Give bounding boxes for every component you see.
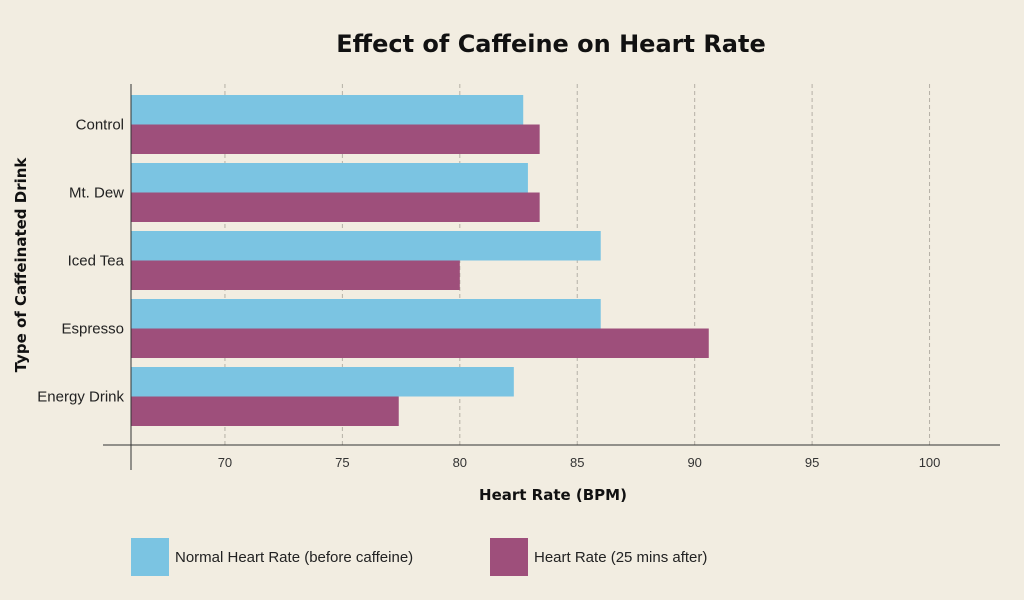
- legend-swatch: [490, 538, 528, 576]
- bar-after: [131, 260, 460, 290]
- bars: [131, 95, 709, 426]
- x-tick-label: 90: [687, 455, 701, 470]
- category-label: Energy Drink: [37, 389, 124, 406]
- x-tick-label: 85: [570, 455, 584, 470]
- bar-before: [131, 367, 514, 397]
- bar-before: [131, 299, 601, 329]
- chart-title: Effect of Caffeine on Heart Rate: [336, 30, 766, 58]
- x-tick-label: 70: [218, 455, 232, 470]
- bar-before: [131, 231, 601, 261]
- category-label: Control: [76, 117, 124, 134]
- x-axis-title: Heart Rate (BPM): [479, 486, 627, 504]
- y-axis-title: Type of Caffeinated Drink: [12, 157, 30, 373]
- category-label: Iced Tea: [68, 253, 125, 270]
- bar-before: [131, 163, 528, 193]
- category-labels: Control Mt. Dew Iced Tea Espresso Energy Dri…: [37, 117, 124, 406]
- legend-label: Normal Heart Rate (before caffeine): [175, 549, 413, 566]
- bar-after: [131, 328, 709, 358]
- bar-after: [131, 396, 399, 426]
- bar-before: [131, 95, 524, 125]
- category-label: Espresso: [61, 321, 124, 338]
- x-tick-labels: 70 75 80 85 90 95 100: [218, 455, 941, 470]
- bar-after: [131, 124, 540, 154]
- legend-swatch: [131, 538, 169, 576]
- x-tick-label: 95: [805, 455, 819, 470]
- legend-label: Heart Rate (25 mins after): [534, 549, 707, 566]
- x-tick-label: 100: [919, 455, 941, 470]
- legend: Normal Heart Rate (before caffeine) Heart…: [131, 538, 707, 576]
- x-tick-label: 80: [453, 455, 467, 470]
- category-label: Mt. Dew: [69, 185, 124, 202]
- bar-after: [131, 192, 540, 222]
- x-tick-label: 75: [335, 455, 349, 470]
